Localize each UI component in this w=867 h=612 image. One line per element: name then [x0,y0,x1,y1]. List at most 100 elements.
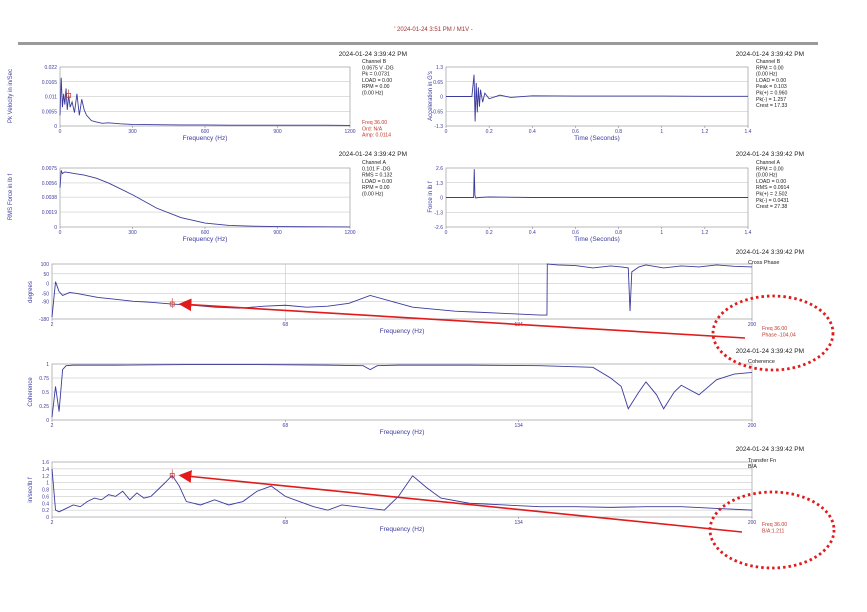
force_time-xtick-label: 0.4 [529,230,536,236]
rms_force-plot-frame [59,167,351,228]
pk_velocity-xtick-label: 0 [59,129,62,135]
cross_phase-ylabel: degrees [28,281,34,303]
rms_force-info-line: 0.101 F -DG [362,166,391,172]
transfer_fn-subtitle2: B/A [748,464,757,470]
force_time-ytick-label: 2.6 [436,166,443,172]
force_time-xtick-label: 1 [660,230,663,236]
transfer_fn-ytick-label: 1 [46,481,49,487]
acceleration-ytick-label: -1.3 [434,124,443,130]
transfer_fn-xtick-label: 2 [51,520,54,526]
rms_force-ytick-label: 0.0056 [42,181,58,187]
force_time-ytick-label: 1.3 [436,181,443,187]
coherence-ylabel: Coherence [28,377,34,407]
rms_force-ylabel: RMS Force in lb f [8,174,14,221]
acceleration-xtick-label: 1.2 [701,129,708,135]
transfer_fn-ytick-label: 1.6 [42,460,49,466]
force_time-info-line: (0.00 Hz) [756,173,778,179]
cross_phase-cursor-readout: Freq 36.00 [762,326,787,332]
acceleration-ytick-label: 0.65 [433,80,443,86]
cross_phase-cursor-marker [169,301,175,307]
rms_force-info-line: RPM = 0.00 [362,185,390,191]
transfer_fn-chart: 00.20.40.60.811.21.41.6 2 68 134 200 Frequenc… [28,446,804,534]
acceleration-xtick-label: 1 [660,129,663,135]
coherence-series-line [51,364,753,418]
acceleration-ylabel: Acceleration in G's [428,71,434,121]
transfer_fn-xtick-label: 200 [748,520,757,526]
rms_force-ytick-label: 0.0019 [42,210,58,216]
coherence-ytick-label: 0 [46,418,49,424]
cross_phase-plot-frame [51,263,753,320]
force_time-info-line: RPM = 0.00 [756,166,784,172]
rms_force-ytick-label: 0.0075 [42,166,58,172]
coherence-chart: 0 0.25 0.5 0.75 1 2 68 134 200 Frequency (Hz) Cohe… [28,348,804,436]
force_time-info-line: Pk(+) = 2.502 [756,192,788,198]
pk_velocity-chart: 0 0.0055 0.011 0.0165 0.022 0 300 600 900 1200 Fre… [8,51,407,142]
cross_phase-xtick-label: 200 [748,322,757,328]
pk_velocity-title: 2024-01-24 3:39:42 PM [339,51,407,58]
pk_velocity-xtick-label: 900 [273,129,282,135]
acceleration-info-line: Peak = 0.103 [756,84,787,90]
force_time-info-line: Pk(-) = 0.0431 [756,198,789,204]
rms_force-chart: 0 0.0019 0.0038 0.0056 0.0075 0 300 600 900 1200 F… [8,151,407,243]
transfer_fn-ytick-label: 0.8 [42,488,49,494]
pk_velocity-info-line: RPM = 0.00 [362,84,390,90]
transfer_fn-xtick-label: 68 [283,520,289,526]
pk_velocity-info-line: 0.0675 V -DG [362,65,394,71]
acceleration-info-line: Pk(+) = 0.960 [756,91,788,97]
force_time-series-line [446,169,748,199]
force_time-ylabel: Force in lb f [428,181,434,213]
force_time-xtick-label: 0 [445,230,448,236]
acceleration-ytick-label: -0.65 [432,109,444,115]
coherence-subtitle: Coherence [748,359,775,365]
force_time-xtick-label: 0.8 [615,230,622,236]
acceleration-info-line: Pk(-) = 1.257 [756,97,786,103]
cross_phase-ytick-label: 0 [46,282,49,288]
force_time-chart: -2.6 -1.3 0 1.3 2.6 0 0.2 0.4 0.6 0.8 1 1.2 1.4 Time … [428,151,804,243]
force_time-info-line: Channel A [756,160,780,166]
pk_velocity-cursor-readout: Amp: 0.0114 [362,133,391,139]
acceleration-info-line: LOAD = 0.00 [756,78,786,84]
cross_phase-cursor-readout: Phase -104.04 [762,332,796,338]
transfer_fn-cursor-readout: Freq 36.00 [762,522,787,528]
coherence-xtick-label: 2 [51,423,54,429]
acceleration-ytick-label: 1.3 [436,65,443,71]
cross_phase-xlabel: Frequency (Hz) [380,328,425,335]
pk_velocity-info-line: Pk = 0.0731 [362,72,390,78]
page-title: ' 2024-01-24 3:51 PM / M1V - [394,27,473,33]
rms_force-xtick-label: 900 [273,230,282,236]
acceleration-ytick-label: 0 [440,95,443,101]
acceleration-chart: -1.3 -0.65 0 0.65 1.3 0 0.2 0.4 0.6 0.8 1 1.2 1.4 Tim… [428,51,804,142]
pk_velocity-info-line: (0.00 Hz) [362,91,384,97]
rms_force-title: 2024-01-24 3:39:42 PM [339,151,407,158]
acceleration-xtick-label: 0.8 [615,129,622,135]
coherence-xtick-label: 68 [283,423,289,429]
pk_velocity-ylabel: Pk Velocity in in/Sec [8,69,14,123]
cross_phase-title: 2024-01-24 3:39:42 PM [736,249,804,256]
transfer_fn-title: 2024-01-24 3:39:42 PM [736,446,804,453]
transfer_fn-subtitle: Transfer Fn [748,458,776,464]
force_time-info-line: LOAD = 0.00 [756,179,786,185]
cross_phase-callout-arrow [178,298,746,339]
cross_phase-callout-ellipse [711,294,835,372]
pk_velocity-cursor-marker [66,93,72,98]
coherence-ytick-label: 0.25 [39,404,49,410]
rms_force-xlabel: Frequency (Hz) [183,236,228,243]
rms_force-xtick-label: 600 [201,230,210,236]
coherence-title: 2024-01-24 3:39:42 PM [736,348,804,355]
acceleration-info-line: Crest = 17.33 [756,103,787,109]
transfer_fn-ytick-label: 0.2 [42,508,49,514]
rms_force-series-line [59,170,351,228]
transfer_fn-xlabel: Frequency (Hz) [380,526,425,533]
transfer_fn-cursor-readout: B/A:1.211 [762,528,785,534]
pk_velocity-cursor-readout: Ord: N/A [362,126,383,132]
pk_velocity-ytick-label: 0.0165 [42,80,58,86]
cross_phase-ytick-label: -180 [39,317,49,323]
pk_velocity-xtick-label: 1200 [344,129,355,135]
rms_force-xtick-label: 1200 [344,230,355,236]
pk_velocity-series-line [59,77,351,126]
acceleration-info-line: RPM = 0.00 [756,65,784,71]
rms_force-info-line: (0.00 Hz) [362,192,384,198]
transfer_fn-cursor-marker [169,473,175,478]
force_time-ytick-label: 0 [440,196,443,202]
